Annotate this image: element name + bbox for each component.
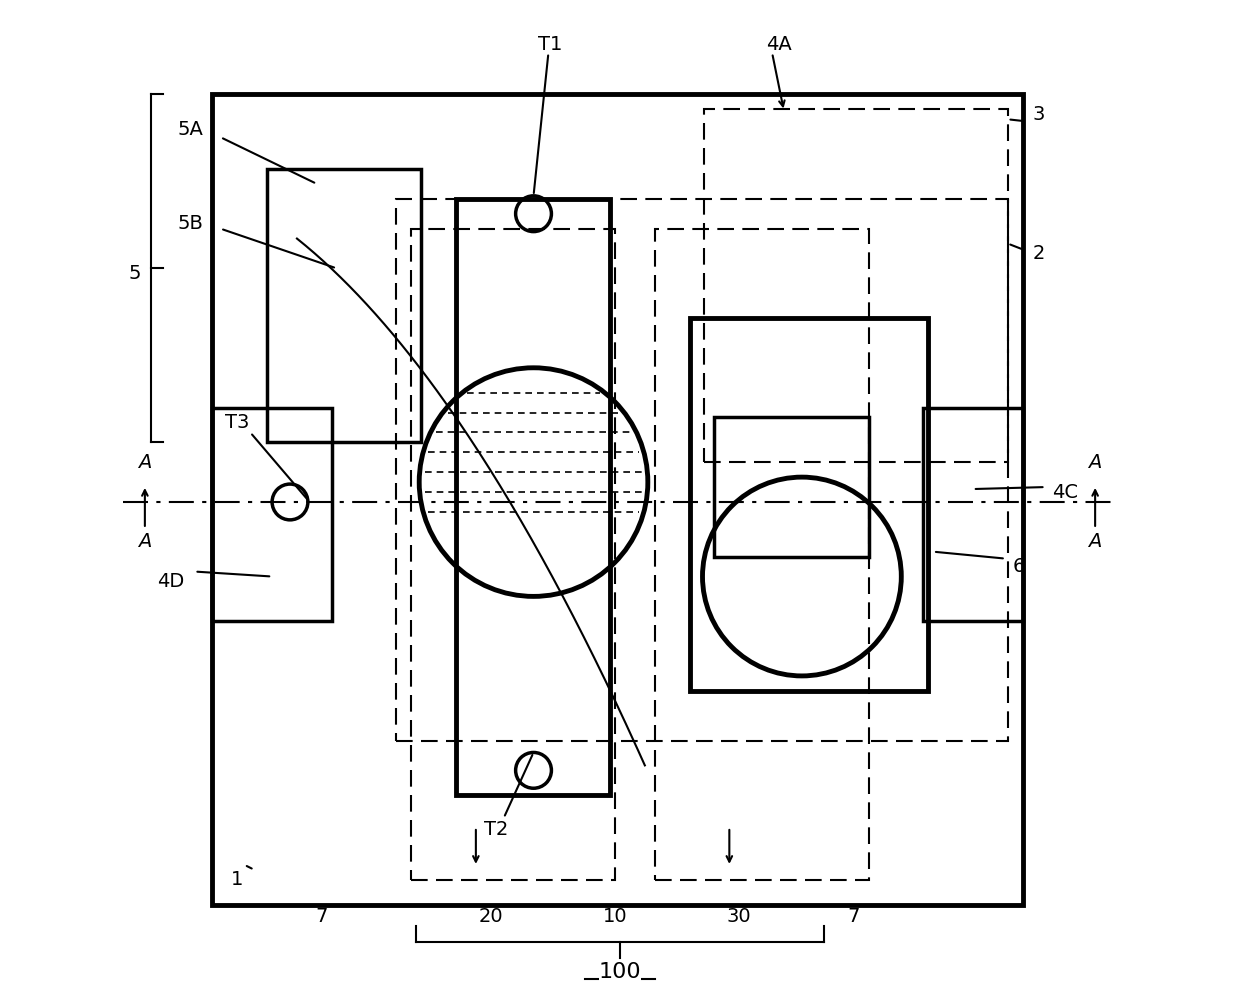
Text: 1: 1 — [231, 870, 243, 890]
Text: 2: 2 — [1033, 244, 1045, 263]
Text: A: A — [1089, 452, 1102, 472]
Bar — [714, 417, 868, 557]
Text: 5: 5 — [129, 263, 141, 283]
Text: 6: 6 — [1013, 557, 1025, 577]
Bar — [412, 229, 615, 880]
Text: T2: T2 — [484, 820, 508, 840]
Bar — [267, 169, 422, 442]
Text: A: A — [1089, 532, 1102, 552]
Text: A: A — [138, 452, 151, 472]
Text: 4C: 4C — [1053, 482, 1079, 502]
Text: 7: 7 — [847, 907, 859, 926]
Bar — [923, 408, 1023, 621]
Bar — [212, 408, 332, 621]
Text: 20: 20 — [479, 907, 503, 926]
Bar — [655, 229, 868, 880]
Text: 5A: 5A — [177, 119, 203, 139]
Text: 5B: 5B — [177, 214, 203, 234]
Text: 30: 30 — [727, 907, 751, 926]
Text: 4A: 4A — [766, 35, 792, 55]
Text: A: A — [138, 532, 151, 552]
Bar — [456, 199, 610, 795]
Text: T3: T3 — [226, 413, 249, 432]
Bar — [689, 318, 928, 691]
Text: 4D: 4D — [157, 572, 185, 591]
Text: T1: T1 — [538, 35, 563, 55]
Text: 7: 7 — [316, 907, 329, 926]
Bar — [704, 109, 1008, 462]
Text: 100: 100 — [599, 962, 641, 982]
Text: 3: 3 — [1033, 104, 1045, 124]
Bar — [212, 94, 1023, 905]
Bar — [397, 199, 1008, 741]
Text: 10: 10 — [603, 907, 627, 926]
